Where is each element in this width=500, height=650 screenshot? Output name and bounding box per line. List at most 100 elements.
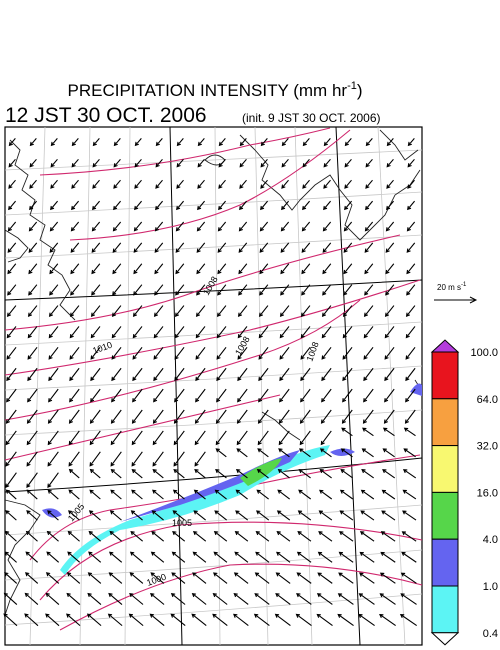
wind-arrow [153, 326, 164, 339]
wind-arrow [26, 510, 38, 521]
wind-arrow [134, 179, 142, 189]
wind-arrow [28, 284, 38, 296]
wind-arrow [236, 448, 248, 458]
wind-arrow [363, 367, 374, 382]
wind-arrow [108, 592, 123, 605]
wind-arrow [362, 427, 374, 437]
wind-arrow [155, 200, 164, 211]
wind-arrow [383, 409, 395, 424]
wind-arrow [194, 409, 206, 424]
reference-arrowhead [469, 296, 478, 304]
wind-arrow [300, 347, 311, 360]
wind-arrow [298, 469, 311, 479]
wind-arrow [384, 347, 395, 360]
wind-arrow [71, 138, 79, 147]
wind-arrow [399, 614, 417, 626]
wind-arrow [298, 489, 312, 500]
wind-arrow [129, 572, 144, 584]
wind-arrow [213, 572, 228, 584]
wind-arrow [300, 367, 311, 382]
wind-arrow [238, 284, 248, 296]
wind-arrow [134, 200, 143, 211]
wind-arrow [175, 221, 185, 232]
wind-arrow [363, 347, 374, 360]
wind-arrow [111, 388, 122, 403]
wind-arrow [320, 409, 332, 424]
title-sup: -1 [347, 80, 357, 92]
wind-arrow [197, 200, 206, 211]
reference-label: 20 m s-1 [437, 282, 467, 292]
wind-arrow [195, 367, 206, 382]
wind-arrow [364, 242, 374, 253]
wind-arrow [110, 409, 122, 424]
wind-arrow [27, 367, 38, 382]
wind-arrow [323, 158, 331, 168]
wind-arrow [176, 200, 185, 211]
wind-arrow [212, 593, 228, 605]
wind-arrow [342, 367, 353, 382]
wind-arrow [321, 367, 332, 382]
wind-arrow [3, 613, 18, 627]
wind-arrow [234, 531, 249, 542]
wind-arrow [5, 451, 17, 467]
wind-arrow [149, 592, 165, 605]
wind-arrow [360, 510, 375, 521]
wind-arrow [89, 409, 101, 424]
wind-arrow [46, 530, 59, 542]
wind-arrow [50, 200, 59, 211]
wind-arrow [381, 510, 396, 521]
wind-arrow [192, 572, 207, 584]
wind-arrow [151, 530, 165, 542]
wind-arrow [90, 305, 101, 317]
wind-arrow [154, 263, 164, 275]
reference-sup: -1 [461, 282, 467, 288]
wind-arrow [155, 179, 163, 189]
wind-arrow [360, 489, 375, 500]
wind-arrow [322, 284, 332, 296]
wind-arrow [194, 451, 206, 467]
wind-arrow [343, 242, 353, 253]
wind-arrow [25, 530, 38, 542]
wind-arrow [150, 551, 165, 563]
wind-arrow [216, 305, 227, 317]
wind-arrow [386, 158, 394, 168]
wind-arrow [321, 326, 332, 339]
wind-arrow [49, 284, 59, 296]
wind-arrow [92, 158, 100, 168]
wind-arrow [24, 592, 39, 605]
wind-arrow [405, 326, 416, 339]
wind-arrow [405, 305, 416, 317]
wind-arrow [238, 242, 248, 253]
wind-arrow [132, 347, 143, 360]
wind-arrow [361, 469, 375, 479]
wind-arrow [49, 221, 59, 232]
wind-arrow [88, 551, 102, 563]
colorbar-segment [431, 585, 459, 634]
wind-arrow [384, 326, 395, 339]
wind-arrow [27, 326, 38, 339]
title-main: PRECIPITATION INTENSITY (mm hr [67, 81, 347, 100]
colorbar-label: 100.0 [470, 347, 498, 359]
wind-arrow [257, 409, 269, 424]
wind-arrow [385, 242, 395, 253]
wind-arrow [401, 531, 417, 542]
wind-arrow [111, 347, 122, 360]
wind-arrow [45, 592, 60, 605]
wind-arrow [322, 263, 332, 275]
wind-arrow [6, 388, 17, 403]
wind-arrow [359, 572, 375, 584]
wind-arrow [384, 388, 395, 403]
wind-arrow [46, 551, 60, 563]
wind-arrow [176, 158, 184, 168]
wind-arrow [71, 158, 79, 168]
wind-arrow [69, 347, 80, 360]
wind-arrow [45, 572, 60, 584]
wind-arrow [384, 367, 395, 382]
init-time: (init. 9 JST 30 OCT. 2006) [242, 111, 381, 125]
wind-arrow [338, 572, 354, 584]
wind-arrow [406, 242, 416, 253]
wind-arrow [154, 242, 164, 253]
wind-arrow [192, 530, 207, 542]
wind-arrow [361, 448, 374, 458]
wind-arrow [239, 179, 247, 189]
